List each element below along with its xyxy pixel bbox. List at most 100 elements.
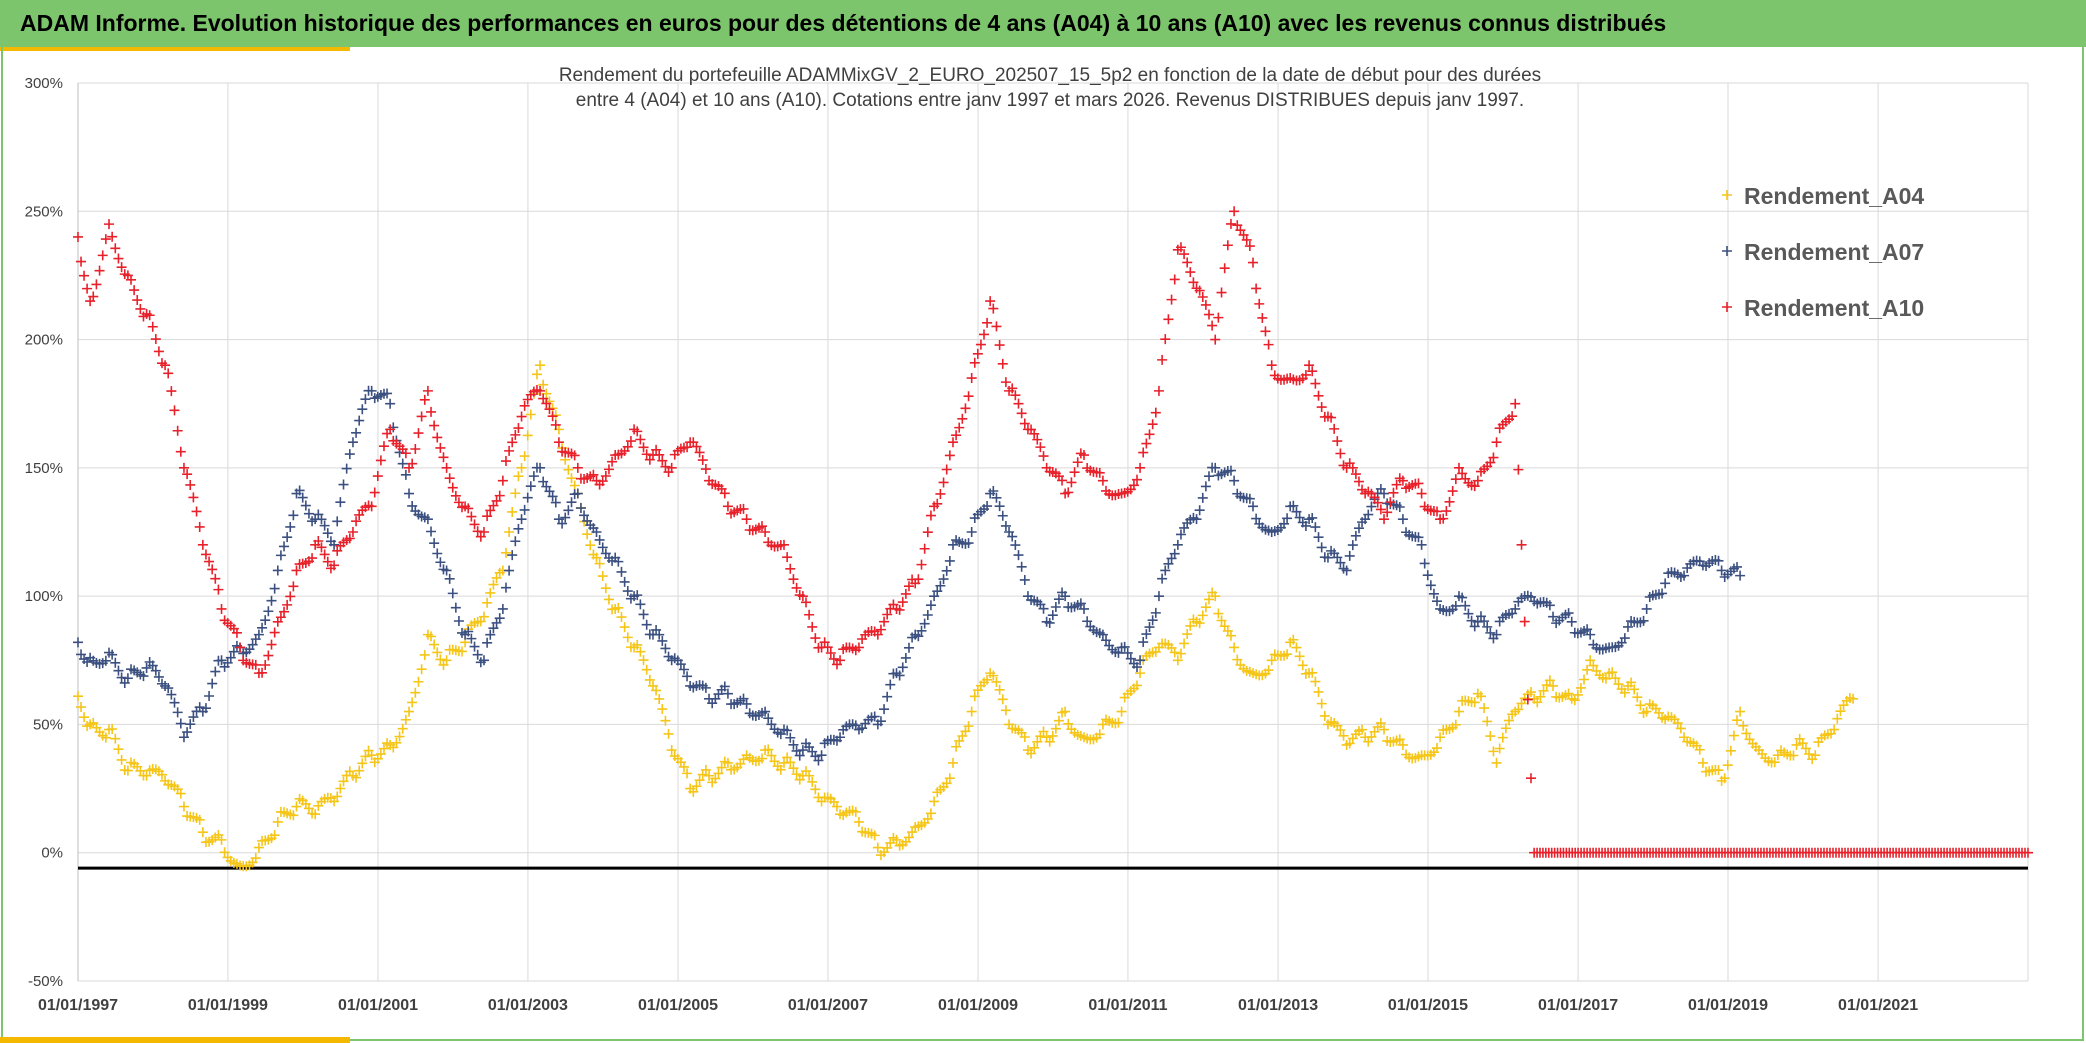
point-marker: [760, 527, 771, 537]
point-marker: [275, 550, 286, 561]
point-marker: [453, 615, 464, 626]
point-marker: [204, 691, 215, 702]
point-marker: [1069, 467, 1080, 478]
point-marker: [113, 253, 124, 264]
point-marker: [947, 757, 958, 768]
legend-label: Rendement_A04: [1744, 183, 1924, 209]
point-marker: [738, 503, 749, 514]
point-marker: [351, 427, 362, 438]
point-marker: [513, 523, 524, 534]
point-marker: [825, 647, 836, 658]
point-marker: [603, 464, 614, 475]
point-marker: [1332, 436, 1343, 447]
point-marker: [132, 295, 143, 306]
point-marker: [1394, 734, 1405, 745]
point-marker: [1160, 334, 1171, 345]
point-marker: [175, 788, 186, 799]
point-marker: [1632, 692, 1643, 703]
point-marker: [210, 666, 221, 677]
point-marker: [210, 573, 221, 584]
report-title: ADAM Informe. Evolution historique des p…: [20, 10, 1667, 36]
y-tick-label: 200%: [25, 332, 63, 349]
point-marker: [397, 723, 408, 734]
point-marker: [969, 357, 980, 368]
point-marker: [310, 809, 321, 820]
point-marker: [1131, 662, 1142, 673]
chart-legend: Rendement_A04 Rendement_A07 Rendement_A10: [1722, 183, 1924, 321]
point-marker: [510, 488, 521, 499]
point-marker: [1197, 610, 1208, 621]
point-marker: [185, 479, 196, 490]
point-marker: [925, 600, 936, 611]
point-marker: [1225, 465, 1236, 476]
point-marker: [1150, 407, 1161, 418]
point-marker: [969, 691, 980, 702]
point-marker: [335, 497, 346, 508]
point-marker: [73, 637, 83, 648]
point-marker: [1500, 723, 1511, 734]
point-marker: [450, 602, 461, 613]
point-marker: [485, 629, 496, 640]
y-axis-labels: 300% 250% 200% 150% 100% 50% 0% -50%: [25, 75, 63, 990]
point-marker: [1769, 757, 1780, 768]
point-marker: [1182, 629, 1193, 640]
point-marker: [1047, 730, 1058, 741]
point-marker: [1251, 283, 1262, 294]
point-marker: [426, 526, 437, 537]
point-marker: [1029, 428, 1040, 439]
point-marker: [366, 750, 377, 761]
point-marker: [435, 654, 446, 665]
point-marker: [366, 385, 377, 396]
point-marker: [1316, 698, 1327, 709]
point-marker: [1722, 190, 1732, 200]
point-marker: [122, 765, 133, 776]
point-marker: [719, 488, 730, 499]
point-marker: [916, 625, 927, 636]
y-tick-label: 100%: [25, 588, 63, 605]
point-marker: [738, 693, 749, 704]
point-marker: [1716, 565, 1727, 576]
point-marker: [354, 415, 365, 426]
point-marker: [1548, 611, 1559, 622]
point-marker: [516, 462, 527, 473]
point-marker: [638, 655, 649, 666]
point-marker: [885, 679, 896, 690]
point-marker: [1000, 705, 1011, 716]
point-marker: [107, 231, 118, 242]
point-marker: [300, 500, 311, 511]
chart-title-line-1: Rendement du portefeuille ADAMMixGV_2_EU…: [559, 65, 1541, 86]
point-marker: [319, 549, 330, 560]
point-marker: [316, 514, 327, 525]
point-marker: [429, 538, 440, 549]
point-marker: [447, 588, 458, 599]
point-marker: [1313, 532, 1324, 543]
point-marker: [1288, 500, 1299, 511]
point-marker: [1229, 642, 1240, 653]
point-marker: [935, 580, 946, 591]
point-marker: [1516, 698, 1527, 709]
point-marker: [150, 665, 161, 676]
point-marker: [1635, 700, 1646, 711]
point-marker: [600, 471, 611, 482]
point-marker: [1225, 218, 1236, 229]
point-marker: [1622, 621, 1633, 632]
point-marker: [1438, 513, 1449, 524]
point-marker: [1191, 514, 1202, 525]
point-marker: [922, 610, 933, 621]
point-marker: [1413, 532, 1424, 543]
point-marker: [1516, 539, 1527, 550]
point-marker: [657, 704, 668, 715]
point-marker: [1582, 624, 1593, 635]
point-marker: [504, 565, 515, 576]
point-marker: [603, 594, 614, 605]
point-marker: [297, 492, 308, 503]
point-marker: [1194, 505, 1205, 516]
point-marker: [988, 485, 999, 496]
point-marker: [775, 764, 786, 775]
point-marker: [651, 685, 662, 696]
point-marker: [1469, 481, 1480, 492]
point-marker: [491, 495, 502, 506]
point-marker: [1600, 673, 1611, 684]
point-marker: [757, 753, 768, 764]
point-marker: [153, 346, 164, 357]
